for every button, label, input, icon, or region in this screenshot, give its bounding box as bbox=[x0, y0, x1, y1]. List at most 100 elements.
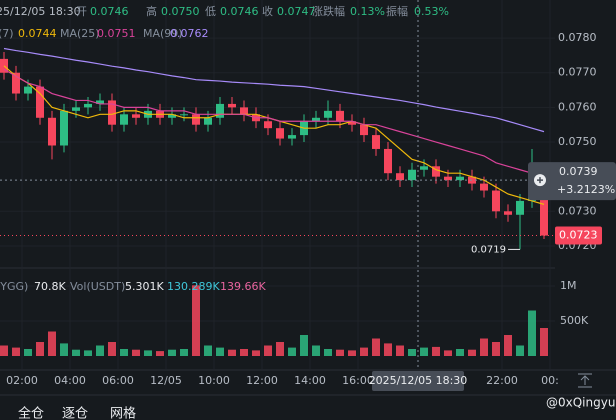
volume-bar bbox=[516, 345, 524, 356]
header-field: 0.0746 bbox=[90, 5, 129, 18]
header-field: 0.0746 bbox=[220, 5, 259, 18]
ma-line bbox=[3, 47, 545, 133]
x-tick-label: 00: bbox=[541, 374, 559, 387]
ma-legend-value: 0.0762 bbox=[170, 27, 209, 40]
candle-body bbox=[168, 114, 176, 118]
volume-bar bbox=[300, 335, 308, 356]
volume-bar bbox=[0, 345, 8, 356]
candle-body bbox=[372, 135, 380, 149]
candle-body bbox=[204, 117, 212, 125]
header-field: 低 bbox=[205, 5, 216, 18]
header-field: 开 bbox=[76, 5, 87, 18]
crosshair-time-box bbox=[372, 371, 464, 391]
candle-body bbox=[540, 180, 548, 236]
volume-bar bbox=[288, 347, 296, 356]
header-field: 0.53% bbox=[414, 5, 449, 18]
volume-bar bbox=[120, 349, 128, 356]
volume-bar bbox=[336, 349, 344, 356]
volume-bar bbox=[420, 347, 428, 356]
candle-body bbox=[456, 176, 464, 181]
volume-bar bbox=[480, 338, 488, 356]
crosshair-time: 2025/12/05 18:30 bbox=[369, 374, 468, 387]
volume-bar bbox=[372, 338, 380, 356]
volume-bar bbox=[228, 349, 236, 356]
volume-legend: 139.66K bbox=[220, 280, 266, 293]
candle-body bbox=[264, 121, 272, 129]
candle-body bbox=[336, 110, 344, 122]
candle-body bbox=[24, 86, 32, 94]
y-tick-label: 0.0750 bbox=[558, 135, 597, 148]
volume-bar bbox=[96, 345, 104, 356]
volume-bar bbox=[240, 349, 248, 356]
crosshair-price: 0.0739 bbox=[559, 165, 598, 178]
x-tick-label: 10:00 bbox=[198, 374, 230, 387]
x-tick-label: 16:00 bbox=[342, 374, 374, 387]
volume-tick-label: 1M bbox=[560, 279, 577, 292]
settings-icon[interactable] bbox=[578, 373, 592, 388]
candle-body bbox=[324, 110, 332, 118]
tab[interactable]: 逐仓 bbox=[62, 407, 88, 420]
volume-bar bbox=[408, 349, 416, 356]
volume-bar bbox=[540, 328, 548, 356]
ma-legend-value: 0.0744 bbox=[18, 27, 57, 40]
header-field: 收 bbox=[262, 4, 273, 18]
header-field: 25/12/05 18:30 bbox=[0, 5, 81, 18]
header-field: 振幅 bbox=[386, 4, 408, 18]
candle-body bbox=[516, 200, 524, 215]
candle-body bbox=[288, 135, 296, 139]
candle-body bbox=[276, 128, 284, 139]
y-tick-label: 0.0770 bbox=[558, 66, 597, 79]
candle-body bbox=[504, 211, 512, 215]
volume-bar bbox=[180, 349, 188, 356]
volume-bar bbox=[144, 350, 152, 356]
volume-bar bbox=[192, 285, 200, 356]
candle-body bbox=[408, 169, 416, 181]
low-marker: 0.0719 bbox=[471, 244, 506, 255]
tab[interactable]: 全仓 bbox=[18, 406, 44, 420]
candle-body bbox=[240, 107, 248, 115]
crosshair-price-box bbox=[528, 162, 616, 201]
volume-bar bbox=[348, 350, 356, 356]
candle-body bbox=[84, 103, 92, 108]
volume-bar bbox=[24, 349, 32, 356]
candle-body bbox=[192, 114, 200, 125]
header-field: 0.0750 bbox=[161, 5, 200, 18]
watermark: @0xQingyun bbox=[546, 396, 616, 410]
candle-body bbox=[72, 107, 80, 111]
volume-bar bbox=[468, 349, 476, 356]
candle-body bbox=[216, 103, 224, 118]
candle-body bbox=[60, 110, 68, 146]
volume-bar bbox=[216, 347, 224, 356]
candle-body bbox=[480, 183, 488, 191]
header-field: 0.13% bbox=[350, 5, 385, 18]
volume-bar bbox=[156, 351, 164, 356]
volume-bar bbox=[360, 347, 368, 356]
volume-bar bbox=[276, 342, 284, 356]
volume-bar bbox=[36, 342, 44, 356]
volume-bar bbox=[324, 349, 332, 356]
volume-legend: 130.289K bbox=[167, 280, 220, 293]
ma-legend-name: MA(99) bbox=[143, 27, 183, 40]
candle-body bbox=[360, 124, 368, 136]
volume-bar bbox=[432, 346, 440, 356]
y-tick-label: 0.0730 bbox=[558, 204, 597, 217]
volume-bar bbox=[168, 349, 176, 356]
volume-legend: 5.301K bbox=[125, 280, 164, 293]
last-price-box bbox=[555, 226, 602, 245]
x-tick-label: 14:00 bbox=[294, 374, 326, 387]
volume-bar bbox=[12, 347, 20, 356]
x-tick-label: 02:00 bbox=[6, 374, 38, 387]
volume-bar bbox=[204, 345, 212, 356]
volume-bar bbox=[312, 345, 320, 356]
x-tick-label: 12/05 bbox=[150, 374, 182, 387]
ma-legend-name: MA(25) bbox=[60, 27, 100, 40]
header-field: 0.0747 bbox=[277, 5, 316, 18]
ma-legend-name: (7) bbox=[0, 27, 14, 40]
candle-body bbox=[396, 173, 404, 181]
volume-bar bbox=[444, 350, 452, 356]
volume-bar bbox=[528, 310, 536, 356]
volume-bar bbox=[84, 350, 92, 356]
tab[interactable]: 网格 bbox=[110, 406, 136, 420]
volume-tick-label: 500K bbox=[560, 314, 589, 327]
candle-body bbox=[384, 148, 392, 174]
